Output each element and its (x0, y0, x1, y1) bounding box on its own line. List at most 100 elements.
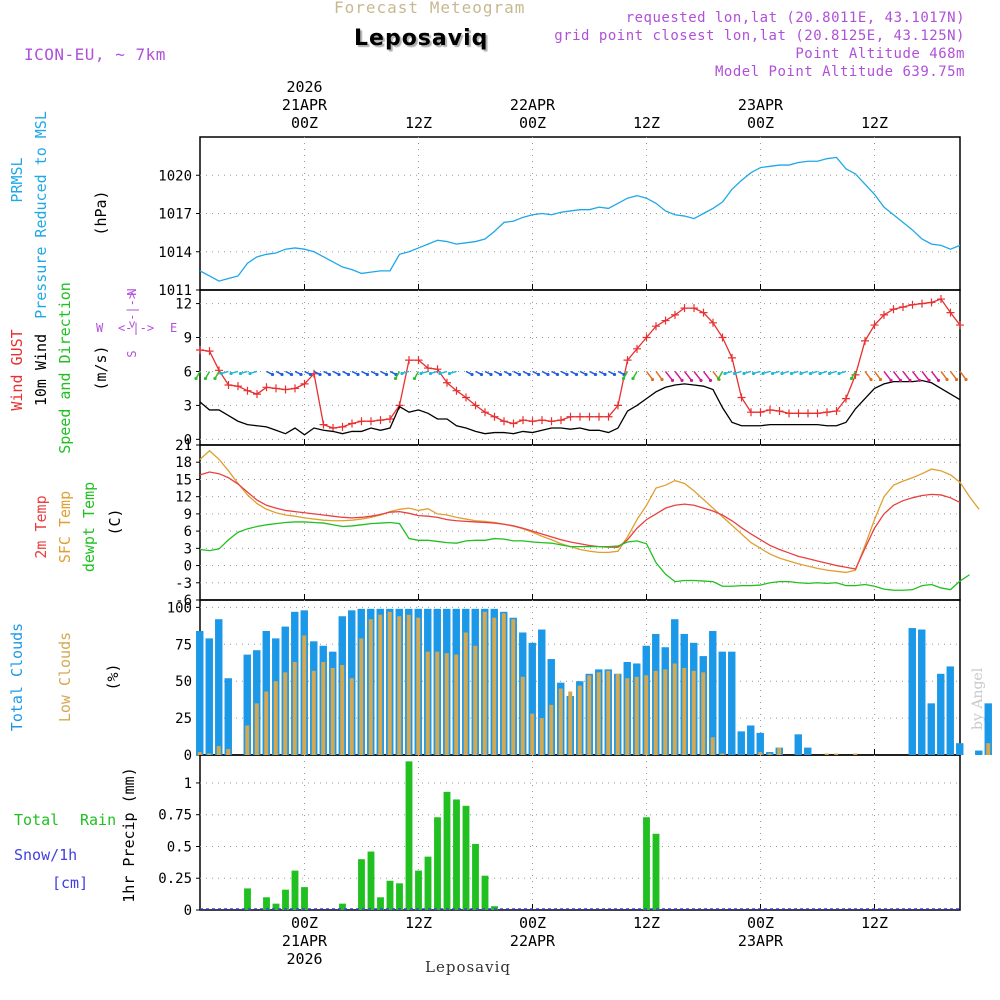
total-cloud-bar (756, 732, 764, 755)
cloud-ylabel: (%) (104, 663, 122, 690)
gust-line (199, 298, 961, 429)
wind-arrow-head (927, 378, 931, 383)
ytick-label-temperature-2: 0 (184, 559, 192, 575)
gust-marker (319, 420, 328, 429)
wind-arrow-head (936, 378, 941, 383)
total-cloud-bar (927, 703, 935, 755)
wind-label-gust: Wind GUST (8, 329, 26, 410)
wind-direction-arrow (693, 370, 702, 381)
wind-arrow-head (565, 372, 569, 377)
wind-arrow-head (650, 377, 655, 382)
total-cloud-bar (196, 631, 204, 755)
bottom-year-label: 2026 (286, 950, 322, 968)
ytick-label-temperature-8: 18 (175, 455, 192, 471)
low-cloud-bar (321, 662, 326, 755)
gust-marker (414, 356, 423, 365)
gust-marker (823, 408, 831, 417)
low-cloud-bar (273, 681, 278, 755)
low-cloud-bar (824, 753, 829, 755)
low-cloud-bar (444, 653, 449, 755)
wind-arrow-head (849, 376, 854, 381)
bottom-time-label-1: 12Z (405, 914, 432, 932)
wind-arrow-head (375, 372, 379, 377)
rain-bar (434, 817, 441, 910)
low-cloud-bar (378, 614, 383, 755)
low-cloud-bar (482, 611, 487, 755)
low-cloud-bar (245, 725, 250, 755)
requested-coords: requested lon,lat (20.8011E, 43.1017N) (625, 10, 965, 26)
total-cloud-bar (205, 638, 213, 755)
wind-arrow-head (327, 372, 332, 377)
wind-arrow-head (365, 372, 370, 377)
wind-arrow-head (732, 371, 737, 376)
low-cloud-bar (226, 749, 231, 755)
wind-arrow-head (219, 371, 224, 376)
ytick-label-clouds-2: 50 (175, 674, 192, 690)
bottom-time-label-0: 00Z (291, 914, 318, 932)
ytick-label-temperature-3: 3 (184, 541, 192, 557)
pressure-ylabel: (hPa) (92, 190, 110, 235)
rain-bar (339, 903, 346, 910)
gust-marker (528, 417, 537, 426)
gust-marker (566, 412, 575, 421)
wind-arrow-head (670, 378, 675, 383)
model-label: ICON-EU, ~ 7km (24, 45, 166, 64)
low-cloud-bar (397, 616, 402, 755)
bottom-date-label-0: 21APR (282, 932, 328, 950)
ytick-label-pressure-0: 1011 (158, 283, 192, 299)
compass-ns-arrow: <-|-> (125, 292, 139, 328)
gust-marker (794, 409, 803, 418)
wind-arrow-head (384, 372, 389, 377)
low-cloud-bar (340, 664, 345, 755)
total-cloud-bar (946, 666, 954, 755)
wind-arrow-head (898, 378, 903, 383)
wind-arrow-head (470, 372, 474, 377)
gust-marker (215, 366, 223, 375)
precip-label-total: Total (14, 811, 59, 829)
wind-direction-arrow (664, 370, 674, 381)
wind-direction-arrow (864, 371, 872, 380)
wind-arrow-head (708, 378, 713, 383)
compass-ew-arrow: <-|-> (118, 321, 154, 335)
gust-marker (329, 424, 337, 433)
low-cloud-bar (663, 669, 668, 755)
wind-arrow-head (289, 372, 294, 377)
top-time-label-5: 12Z (861, 114, 888, 132)
gust-marker (481, 408, 489, 417)
wind-label-speed: Speed and Direction (56, 282, 74, 454)
compass-e: E (170, 321, 177, 335)
gust-marker (623, 356, 632, 365)
product-title: Forecast Meteogram (334, 0, 526, 17)
rain-bar (405, 761, 413, 910)
ytick-label-pressure-2: 1017 (158, 207, 192, 223)
rain-bar (291, 870, 299, 910)
gust-marker (357, 417, 366, 426)
gust-marker (813, 409, 822, 418)
low-cloud-bar (539, 718, 544, 755)
total-cloud-bar (709, 631, 717, 755)
ytick-label-precipitation-2: 0.5 (167, 839, 192, 855)
rain-bar (462, 805, 470, 910)
wind-arrow-head (479, 372, 484, 377)
wind-arrow-head (498, 372, 503, 377)
ytick-label-temperature-4: 6 (184, 524, 192, 540)
wind-arrow-head (213, 376, 217, 381)
wind-arrow-head (799, 371, 803, 376)
wind-arrow-head (346, 372, 351, 377)
ytick-label-clouds-4: 100 (167, 600, 192, 616)
wind-direction-arrow (873, 371, 882, 380)
total-cloud-bar (538, 629, 546, 755)
low-cloud-bar (777, 747, 782, 755)
wind-speed-line (199, 379, 961, 436)
gust-marker (224, 381, 233, 390)
rain-bar (652, 833, 660, 910)
gust-marker (281, 385, 290, 394)
wind-direction-arrow (655, 371, 663, 380)
gust-marker (747, 408, 755, 417)
ytick-label-temperature-0: -6 (175, 593, 192, 609)
total-cloud-bar (737, 731, 745, 755)
gust-marker (338, 422, 347, 431)
gust-marker (956, 321, 964, 330)
low-cloud-bar (283, 672, 288, 755)
wind-arrow-head (964, 377, 968, 382)
